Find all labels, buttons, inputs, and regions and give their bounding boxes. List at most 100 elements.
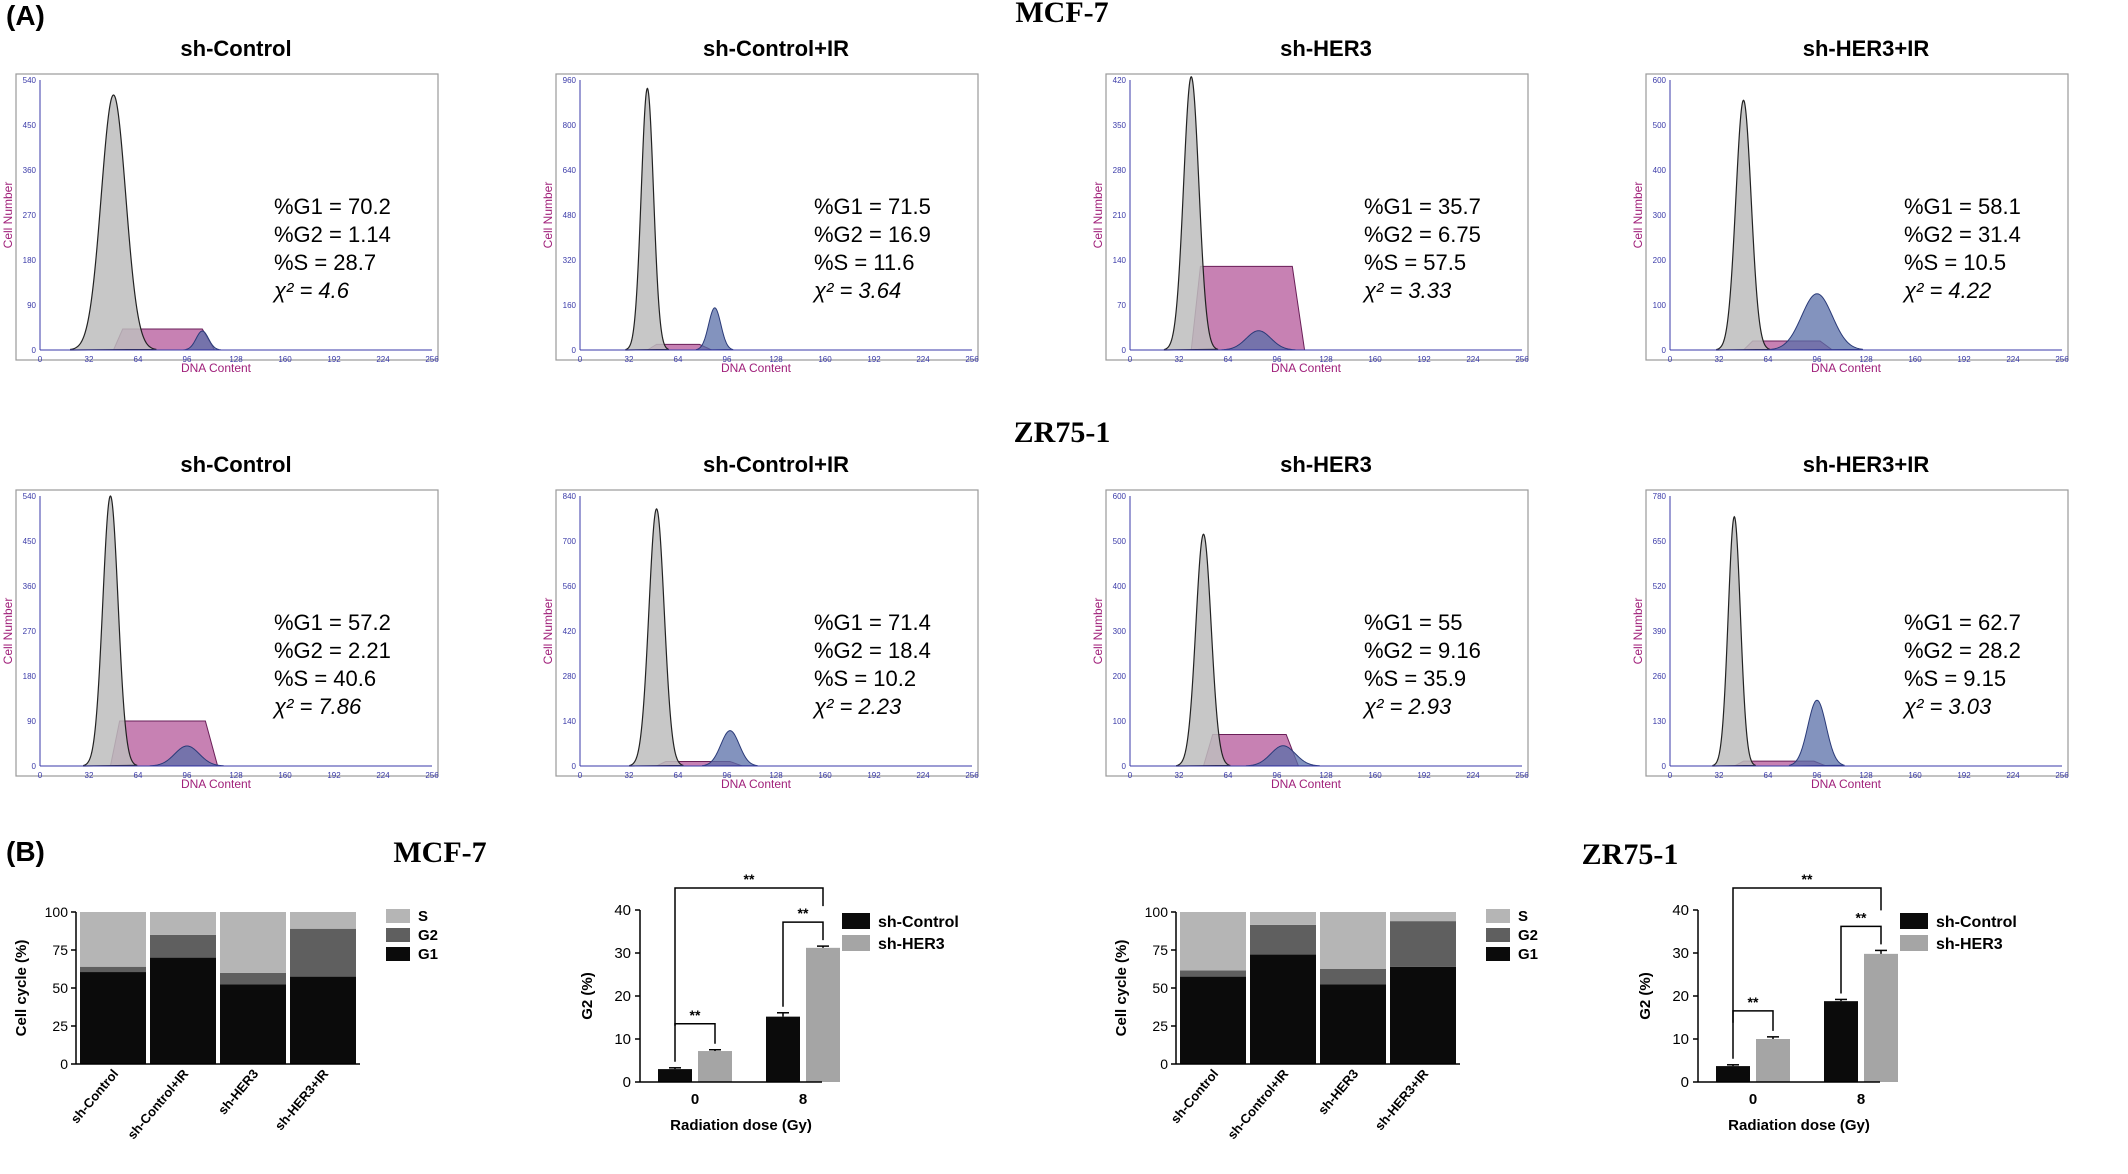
x-tick-label: 64 [1764,771,1773,780]
x-tick-label: 128 [1859,771,1873,780]
panel-label-b: (B) [6,836,45,867]
x-tick-label: 96 [183,355,192,364]
bar-sh-control [766,1016,800,1082]
s-phase-area [1190,265,1306,351]
g1-peak-area [1163,75,1219,351]
g1-peak-area [70,94,157,351]
x-tick-label: 64 [134,771,143,780]
category-label: sh-Control+IR [124,1066,191,1142]
y-tick-label: 600 [1113,492,1127,501]
stat-line: %G2 = 28.2 [1904,638,2021,663]
bar-segment-g2 [1320,969,1386,985]
y-tick-label: 700 [563,537,577,546]
y-axis-label: Cell Number [1,182,15,249]
y-tick-label: 0 [60,1056,68,1072]
y-tick-label: 0 [1662,346,1667,355]
bar-segment-s [1390,912,1456,922]
y-tick-label: 780 [1653,492,1667,501]
y-tick-label: 90 [27,717,36,726]
y-tick-label: 0 [1122,346,1127,355]
x-tick-label: 224 [2006,355,2020,364]
x-tick-label: 32 [85,771,94,780]
x-tick-label: 96 [723,771,732,780]
y-tick-label: 540 [23,76,37,85]
y-tick-label: 20 [1672,988,1689,1005]
legend-label: G1 [418,946,438,963]
g2-peak-area [1770,293,1864,351]
x-tick-label: 160 [1368,355,1382,364]
y-tick-label: 0 [572,346,577,355]
plot-frame [1105,73,1529,361]
stat-line: %G1 = 70.2 [274,194,391,219]
plot-frame [1105,489,1529,777]
x-tick-label: 8 [1857,1091,1865,1108]
legend-label: sh-HER3 [1936,936,2003,953]
stat-line: %G1 = 58.1 [1904,194,2021,219]
x-tick-label: 192 [1957,355,1971,364]
plot-frame [555,489,979,777]
stat-line: %S = 35.9 [1364,666,1466,691]
x-tick-label: 64 [674,771,683,780]
stat-line: χ² = 2.93 [1362,694,1452,719]
legend-label: G2 [1518,927,1538,944]
stat-line: %S = 10.5 [1904,250,2006,275]
x-tick-label: 0 [38,355,43,364]
legend-swatch [842,935,870,951]
stacked-bar-chart: sh-Control sh-Control+IR sh-HER3 sh-HER3+IR… [13,904,438,1142]
y-axis-label: Cell Number [1631,182,1645,249]
x-tick-label: 128 [1859,355,1873,364]
legend-label: G2 [418,927,438,944]
bar-segment-g1 [1390,966,1456,1064]
y-tick-label: 540 [23,492,37,501]
y-tick-label: 280 [1113,166,1127,175]
y-tick-label: 300 [1653,211,1667,220]
y-tick-label: 180 [23,672,37,681]
x-tick-label: 192 [327,355,341,364]
histogram-title: sh-HER3+IR [1803,452,1930,477]
x-tick-label: 160 [818,771,832,780]
stat-line: %G2 = 2.21 [274,638,391,663]
x-tick-label: 160 [278,355,292,364]
y-tick-label: 520 [1653,582,1667,591]
category-label: sh-Control+IR [1224,1066,1291,1142]
plot-frame [555,73,979,361]
stat-line: %G2 = 16.9 [814,222,931,247]
y-tick-label: 300 [1113,627,1127,636]
x-tick-label: 224 [376,355,390,364]
stat-line: %G1 = 62.7 [1904,610,2021,635]
y-axis-label: Cell Number [541,182,555,249]
x-tick-label: 32 [1715,355,1724,364]
x-tick-label: 64 [1224,771,1233,780]
stat-line: %G1 = 71.5 [814,194,931,219]
y-tick-label: 0 [1681,1074,1689,1091]
legend-label: sh-Control [878,914,959,931]
bar-segment-s [290,912,356,929]
g1-peak-area [83,495,138,767]
x-axis-label: Radiation dose (Gy) [670,1117,812,1134]
x-axis-label: DNA Content [721,777,792,791]
stat-line: %G2 = 6.75 [1364,222,1481,247]
y-tick-label: 75 [52,942,68,958]
y-tick-label: 360 [23,582,37,591]
legend-swatch-s [1486,909,1510,923]
y-tick-label: 75 [1152,942,1168,958]
significance-bracket [674,887,824,1026]
bar-segment-g2 [1180,970,1246,977]
y-tick-label: 0 [1122,762,1127,771]
bar-sh-control [1824,1001,1858,1082]
stat-line: %G1 = 71.4 [814,610,931,635]
x-tick-label: 160 [1908,771,1922,780]
g2-peak-area [1245,745,1320,767]
stacked-bar-chart: sh-Control sh-Control+IR sh-HER3 sh-HER3+IR… [1113,904,1538,1142]
x-tick-label: 96 [723,355,732,364]
grouped-bar-chart: 0 8 ** ** ** 0 10 20 30 40 G2 (%) Radiation dose (G… [579,871,959,1134]
y-tick-label: 210 [1113,211,1127,220]
bar-segment-g1 [1250,954,1316,1064]
plot-frame [1645,489,2069,777]
x-tick-label: 32 [1715,771,1724,780]
legend-swatch [842,913,870,929]
bar-segment-s [1320,912,1386,969]
y-tick-label: 20 [614,988,631,1005]
stat-line: %G1 = 57.2 [274,610,391,635]
bar-segment-g1 [290,976,356,1064]
